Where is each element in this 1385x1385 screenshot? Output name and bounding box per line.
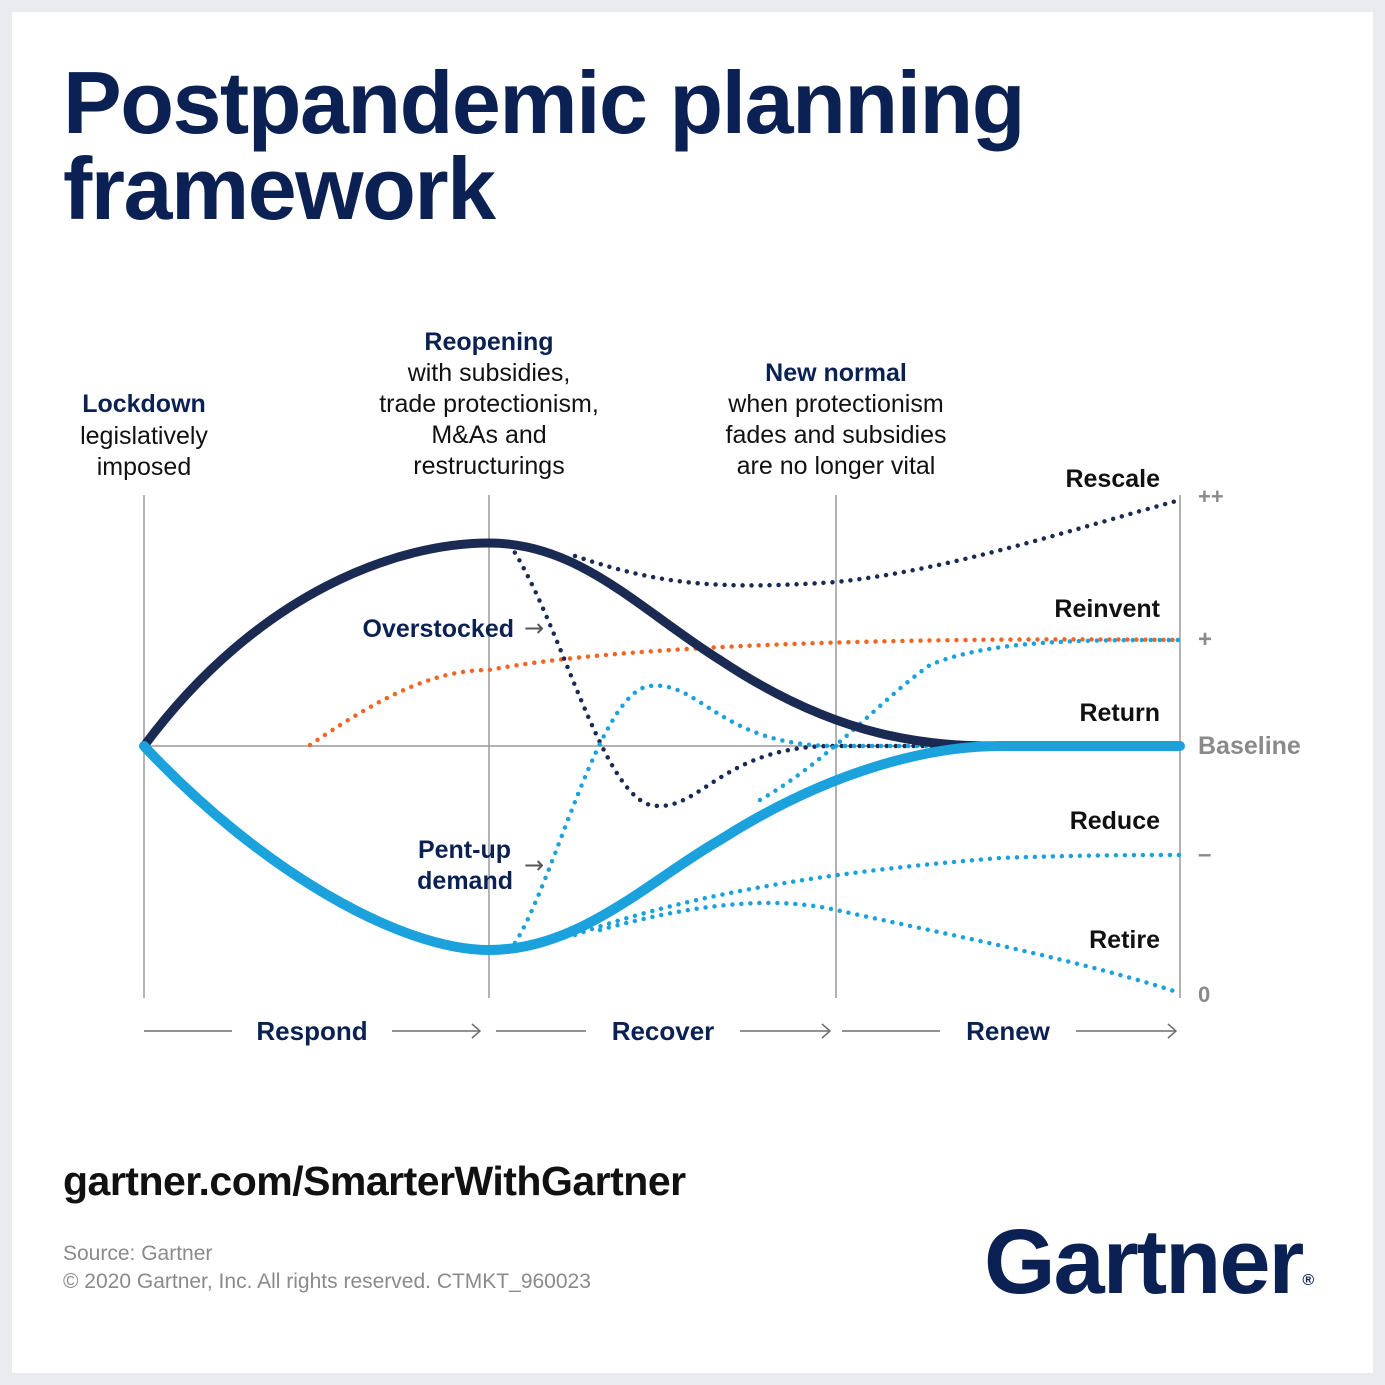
level-minus: – (1198, 841, 1211, 868)
level-zero: 0 (1198, 982, 1210, 1007)
lockdown-line-2: imposed (97, 453, 192, 481)
reopening-line-1: with subsidies, (407, 359, 571, 387)
reduce-curve (572, 852, 1183, 938)
reopening-heading: Reopening (424, 328, 553, 356)
return-label: Return (1079, 699, 1160, 727)
lockdown-heading: Lockdown (82, 390, 206, 418)
rescale-curve (572, 497, 1183, 588)
source-line: Source: Gartner (63, 1242, 213, 1265)
renew-arrowhead-icon (1167, 1023, 1178, 1039)
pentup-annotation-line-1: Pent-up (418, 836, 511, 864)
title-line-2: framework (63, 139, 496, 238)
retire-label: Retire (1089, 926, 1160, 954)
copyright-line: © 2020 Gartner, Inc. All rights reserved… (63, 1270, 591, 1293)
reinvent-blue-curve (757, 637, 1183, 803)
new-normal-line-1: when protectionism (727, 390, 943, 418)
level-baseline: Baseline (1198, 732, 1301, 760)
return-curve-upper (139, 538, 1185, 751)
reinvent-curve (307, 637, 1183, 748)
overstocked-curve (507, 542, 983, 809)
reopening-line-3: M&As and (431, 421, 546, 449)
recover-arrowhead-icon (821, 1023, 832, 1039)
logo-text: Gartner (984, 1211, 1304, 1313)
new-normal-line-3: are no longer vital (737, 452, 936, 480)
respond-arrowhead-icon (471, 1023, 482, 1039)
overstocked-annotation: Overstocked (363, 615, 514, 643)
retire-curve (597, 900, 1183, 996)
reopening-line-2: trade protectionism, (379, 390, 599, 418)
rescale-label: Rescale (1065, 465, 1160, 493)
pentup-annotation-line-2: demand (417, 867, 513, 895)
gartner-logo: Gartner® (984, 1210, 1314, 1315)
new-normal-heading: New normal (765, 359, 907, 387)
reopening-line-4: restructurings (413, 452, 564, 480)
level-plus: + (1198, 626, 1212, 653)
page-title: Postpandemic planning framework (63, 53, 1263, 238)
stage-recover: Recover (612, 1016, 715, 1046)
stage-respond: Respond (256, 1016, 367, 1046)
title-line-1: Postpandemic planning (63, 53, 1026, 152)
website-link[interactable]: gartner.com/SmarterWithGartner (63, 1158, 686, 1204)
stage-renew: Renew (966, 1016, 1051, 1046)
reinvent-label: Reinvent (1054, 595, 1160, 623)
pentup-curve (512, 683, 983, 946)
overstocked-arrow-icon: → (524, 614, 544, 642)
new-normal-line-2: fades and subsidies (726, 421, 947, 449)
registered-mark: ® (1302, 1272, 1315, 1289)
source-credit: Source: Gartner © 2020 Gartner, Inc. All… (63, 1240, 591, 1296)
lockdown-line-1: legislatively (80, 422, 208, 450)
infographic-card (12, 12, 1373, 1373)
level-plus-plus: ++ (1198, 484, 1224, 509)
pentup-arrow-icon: → (524, 851, 544, 879)
reduce-label: Reduce (1070, 807, 1160, 835)
return-curve-lower (139, 741, 1185, 956)
